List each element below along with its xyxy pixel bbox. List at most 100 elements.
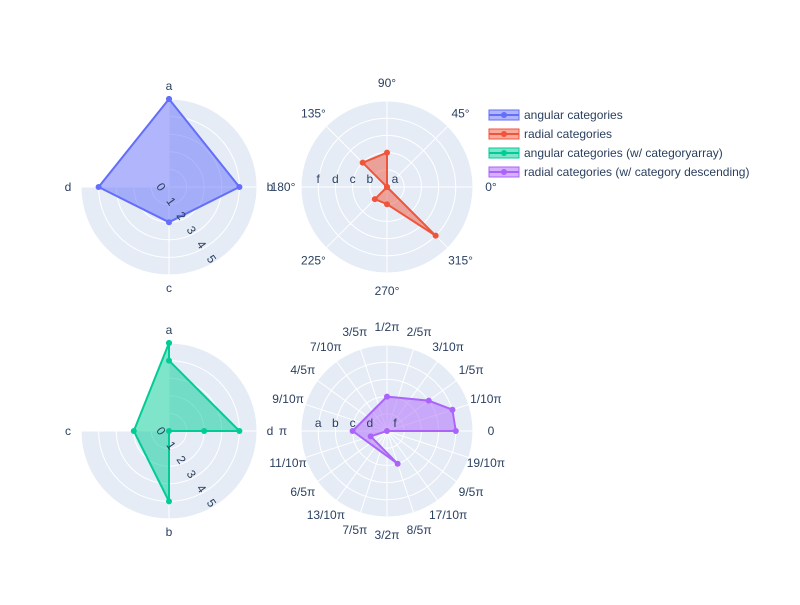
angular-tick-label: c	[65, 424, 71, 438]
angular-tick-label: 8/5π	[407, 523, 432, 537]
angular-gridline	[336, 430, 388, 501]
angular-tick-label: 2/5π	[407, 325, 432, 339]
legend-marker	[501, 169, 507, 175]
data-point	[130, 428, 137, 434]
data-point	[166, 340, 172, 346]
angular-gridline	[386, 430, 438, 501]
data-point	[384, 201, 390, 208]
data-point	[359, 159, 366, 166]
angular-tick-label: 1/10π	[470, 392, 502, 406]
data-point	[384, 393, 390, 400]
radial-tick-label: d	[366, 416, 373, 430]
angular-tick-label: b	[267, 180, 274, 194]
radial-tick-label: f	[317, 172, 321, 186]
legend-marker	[501, 131, 507, 137]
data-point	[384, 149, 390, 156]
angular-tick-label: d	[267, 424, 274, 438]
angular-tick-label: a	[166, 323, 173, 337]
radial-tick-label: f	[393, 416, 397, 430]
radial-tick-label: a	[392, 172, 399, 186]
angular-tick-label: 9/10π	[272, 392, 304, 406]
angular-tick-label: π	[279, 424, 287, 438]
angular-tick-label: 7/10π	[310, 340, 342, 354]
legend-label: radial categories (w/ category descendin…	[524, 165, 749, 179]
series-area	[361, 151, 437, 237]
data-point	[166, 498, 172, 505]
legend-label: angular categories	[524, 108, 623, 122]
angular-tick-label: 9/5π	[459, 485, 484, 499]
data-point	[425, 397, 432, 404]
radial-tick-label: a	[315, 416, 322, 430]
data-point	[371, 196, 378, 203]
data-point	[367, 433, 374, 440]
angular-tick-label: 19/10π	[467, 456, 505, 470]
legend-label: radial categories	[524, 127, 612, 141]
angular-gridline	[386, 430, 457, 482]
data-point	[349, 428, 356, 434]
radial-tick-label: d	[332, 172, 339, 186]
angular-gridline	[359, 430, 388, 513]
legend: angular categories radial categories angul…	[488, 108, 749, 179]
data-point	[236, 428, 243, 434]
data-point	[236, 184, 243, 190]
angular-tick-label: 270°	[375, 284, 400, 298]
angular-tick-label: a	[166, 79, 173, 93]
angular-tick-label: b	[166, 525, 173, 539]
angular-tick-label: 0°	[485, 180, 497, 194]
legend-marker	[501, 150, 507, 156]
angular-tick-label: c	[166, 281, 172, 295]
angular-tick-label: 1/5π	[459, 363, 484, 377]
angular-tick-label: 7/5π	[342, 523, 367, 537]
angular-gridline	[386, 125, 449, 188]
data-point	[384, 428, 390, 434]
angular-tick-label: 3/2π	[375, 528, 400, 542]
series-area	[132, 342, 241, 503]
radial-tick-label: c	[350, 172, 356, 186]
angular-tick-label: 180°	[271, 180, 296, 194]
angular-tick-label: 135°	[301, 106, 326, 120]
data-point	[166, 96, 172, 102]
angular-tick-label: 225°	[301, 254, 326, 268]
radial-gridline	[80, 342, 258, 520]
radial-gridline	[98, 116, 240, 258]
angular-gridline	[386, 430, 415, 513]
data-point	[166, 428, 172, 434]
data-point	[201, 428, 208, 434]
data-point	[432, 232, 439, 239]
angular-tick-label: 4/5π	[290, 363, 315, 377]
angular-gridline	[317, 430, 388, 482]
radial-gridline	[115, 377, 223, 485]
data-point	[394, 460, 401, 467]
radial-tick-label: b	[332, 416, 339, 430]
data-point	[449, 406, 456, 413]
data-point	[95, 184, 102, 190]
angular-tick-label: 90°	[378, 76, 396, 90]
angular-tick-label: 17/10π	[429, 508, 467, 522]
angular-tick-label: 13/10π	[307, 508, 345, 522]
angular-tick-label: 3/10π	[432, 340, 464, 354]
legend-label: angular categories (w/ categoryarray)	[524, 146, 723, 160]
data-point	[166, 219, 172, 226]
angular-gridline	[386, 430, 469, 459]
angular-tick-label: 3/5π	[342, 325, 367, 339]
radial-tick-label: c	[350, 416, 356, 430]
legend-marker	[501, 112, 507, 118]
data-point	[384, 184, 390, 190]
radial-gridline	[98, 360, 240, 502]
angular-tick-label: 6/5π	[290, 485, 315, 499]
angular-tick-label: d	[65, 180, 72, 194]
angular-tick-label: 315°	[448, 254, 473, 268]
data-point	[166, 357, 172, 364]
angular-tick-label: 11/10π	[269, 456, 306, 470]
angular-tick-label: 1/2π	[375, 320, 400, 334]
angular-tick-label: 45°	[451, 106, 469, 120]
data-point	[452, 428, 459, 434]
radial-gridline	[80, 98, 258, 276]
angular-tick-label: 0	[488, 424, 495, 438]
